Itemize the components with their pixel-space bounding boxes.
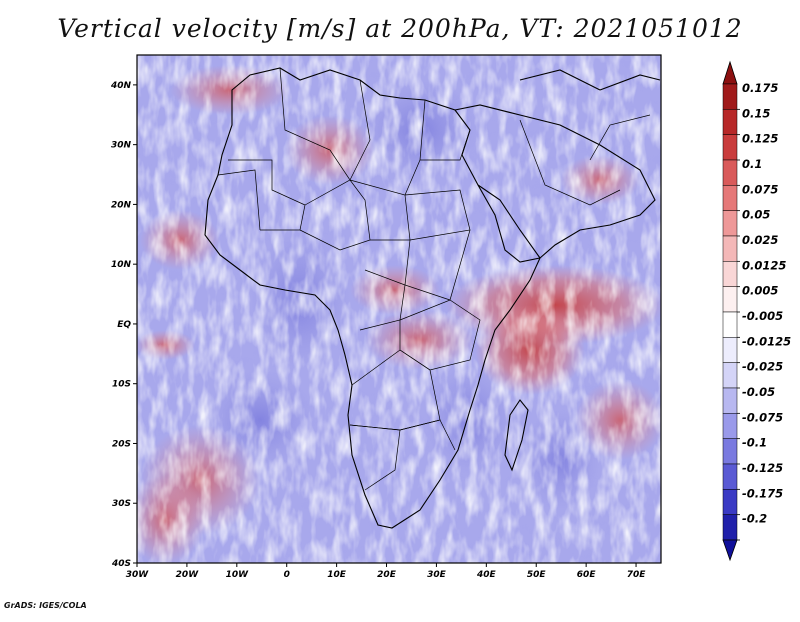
colorbar-label-5: 0.05 — [742, 208, 770, 222]
colorbar-label-10: -0.0125 — [742, 334, 791, 348]
colorbar-swatch-9 — [722, 311, 738, 338]
colorbar-label-3: 0.1 — [742, 157, 762, 171]
lat-label-8: 40S — [111, 559, 131, 569]
field-shading — [137, 55, 661, 563]
colorbar-swatch-13 — [722, 413, 738, 439]
colorbar-swatch-12 — [722, 387, 738, 414]
lat-label-3: 10N — [111, 260, 132, 270]
colorbar-top-arrow — [722, 60, 738, 85]
lon-label-7: 40E — [476, 570, 497, 580]
country-borders — [217, 67, 651, 491]
lon-label-5: 20E — [377, 570, 397, 580]
chart-title: Vertical velocity [m/s] at 200hPa, VT: 2… — [57, 14, 743, 43]
lat-label-0: 40N — [110, 81, 132, 91]
longitude-axis: 30W 20W 10W 0 10E 20E 30E 40E 50E 60E 70E — [126, 563, 646, 580]
latitude-axis: 40N 30N 20N 10N EQ 10S 20S 30S 40S — [110, 81, 137, 569]
lon-label-6: 30E — [427, 570, 447, 580]
colorbar-label-16: -0.175 — [742, 486, 783, 500]
colorbar-label-9: -0.005 — [742, 309, 783, 323]
colorbar: 0.175 0.15 0.125 0.1 0.075 0.05 0.025 0.0125 0.0… — [722, 60, 791, 562]
colorbar-swatch-17 — [722, 514, 738, 541]
lon-label-2: 10W — [226, 570, 250, 580]
plot-frame — [136, 54, 662, 564]
lat-label-2: 20N — [111, 200, 132, 210]
colorbar-label-1: 0.15 — [742, 106, 770, 120]
colorbar-swatch-5 — [722, 210, 738, 237]
grads-credit: GrADS: IGES/COLA — [4, 601, 87, 610]
colorbar-swatch-7 — [722, 261, 738, 287]
lat-label-5: 10S — [112, 380, 131, 390]
colorbar-swatch-11 — [722, 362, 738, 389]
colorbar-label-14: -0.1 — [742, 436, 767, 450]
coastlines — [204, 67, 661, 529]
colorbar-label-17: -0.2 — [742, 512, 767, 526]
lon-label-1: 20W — [176, 570, 200, 580]
colorbar-label-15: -0.125 — [742, 461, 783, 475]
lon-label-3: 0 — [284, 570, 290, 580]
lat-label-1: 30N — [111, 141, 132, 151]
colorbar-label-11: -0.025 — [742, 360, 783, 374]
colorbar-swatch-6 — [722, 235, 738, 262]
lat-label-6: 20S — [112, 439, 131, 449]
colorbar-label-4: 0.075 — [742, 182, 778, 196]
lat-label-7: 30S — [112, 499, 131, 509]
lon-label-4: 10E — [327, 570, 347, 580]
lat-label-4: EQ — [117, 320, 131, 330]
colorbar-swatch-1 — [722, 109, 738, 135]
colorbar-label-2: 0.125 — [742, 132, 778, 146]
colorbar-swatch-15 — [722, 463, 738, 490]
colorbar-label-13: -0.075 — [742, 410, 783, 424]
colorbar-swatch-0 — [722, 83, 738, 110]
lon-label-8: 50E — [527, 570, 547, 580]
colorbar-swatch-14 — [722, 438, 738, 465]
colorbar-label-7: 0.0125 — [742, 258, 786, 272]
colorbar-swatch-10 — [722, 337, 738, 363]
lon-label-0: 30W — [126, 570, 150, 580]
lon-label-10: 70E — [627, 570, 647, 580]
colorbar-swatch-8 — [722, 286, 738, 313]
colorbar-bottom-arrow — [722, 539, 738, 562]
colorbar-swatch-2 — [722, 134, 738, 161]
lon-label-9: 60E — [577, 570, 597, 580]
colorbar-swatch-3 — [722, 159, 738, 186]
colorbar-swatch-4 — [722, 185, 738, 211]
colorbar-label-0: 0.175 — [742, 81, 778, 95]
colorbar-label-12: -0.05 — [742, 385, 775, 399]
colorbar-label-6: 0.025 — [742, 233, 778, 247]
colorbar-swatch-16 — [722, 489, 738, 515]
colorbar-label-8: 0.005 — [742, 284, 778, 298]
